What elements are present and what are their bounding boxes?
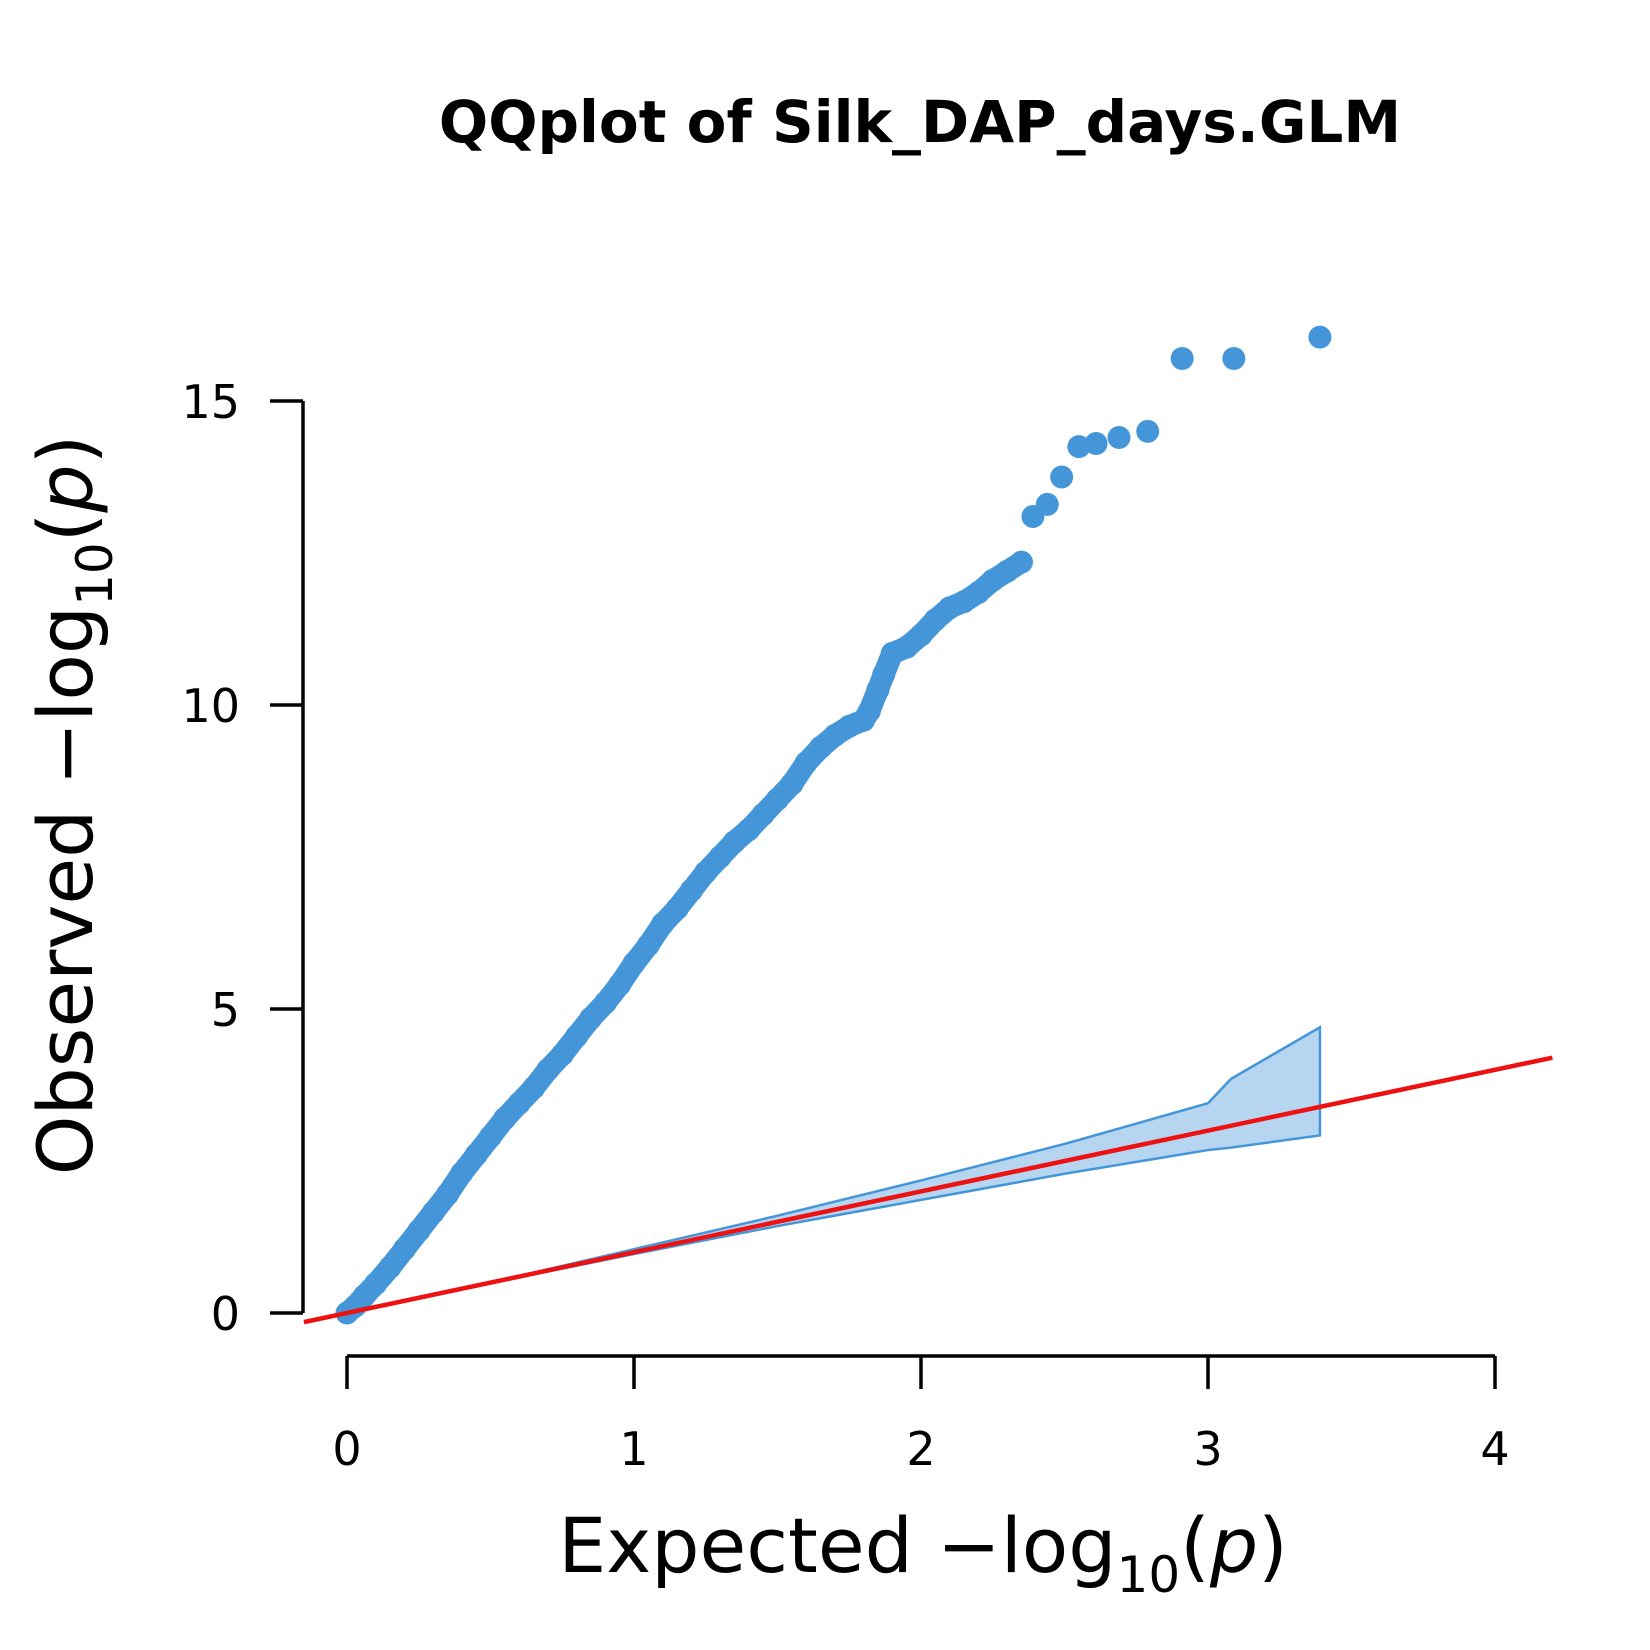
x-tick-label: 4 <box>1480 1422 1509 1476</box>
data-point <box>737 818 761 842</box>
x-axis-title-open: ( <box>1180 1501 1210 1590</box>
confidence-band <box>346 1025 1322 1315</box>
data-point <box>421 1201 445 1225</box>
chart-title: QQplot of Silk_DAP_days.GLM <box>439 88 1401 156</box>
y-axis-title-close: ) <box>21 435 110 465</box>
data-point <box>909 623 933 647</box>
x-axis-title-prefix: Expected <box>558 1501 937 1590</box>
y-axis-title-minus: − <box>21 722 110 786</box>
data-point <box>1050 465 1074 489</box>
x-axis-title-var: p <box>1209 1501 1258 1590</box>
x-axis-title-minus: − <box>937 1501 1001 1590</box>
data-point <box>857 699 881 723</box>
x-axis-title-log: log <box>1001 1501 1117 1590</box>
data-point <box>364 1272 388 1296</box>
data-point <box>392 1237 416 1261</box>
data-point <box>651 912 675 936</box>
data-point <box>435 1182 459 1206</box>
reference-line <box>303 1055 1553 1325</box>
data-point <box>766 787 789 811</box>
x-axis-title-sub: 10 <box>1117 1546 1181 1604</box>
data-point <box>407 1219 431 1243</box>
y-tick-label: 15 <box>181 375 240 429</box>
data-point <box>493 1106 517 1130</box>
data-point <box>780 772 804 796</box>
data-point <box>593 991 617 1015</box>
data-point <box>1170 346 1194 370</box>
y-axis-title-var: p <box>21 464 110 513</box>
x-tick-label: 3 <box>1193 1422 1222 1476</box>
y-axis: 0 5 10 15 <box>181 375 305 1341</box>
data-point <box>608 973 632 997</box>
data-point <box>694 860 718 884</box>
y-axis-title-sub: 10 <box>66 542 124 606</box>
x-tick-label: 2 <box>906 1422 935 1476</box>
y-axis-title-log: log <box>21 606 110 722</box>
data-point <box>522 1076 546 1100</box>
data-point <box>1136 419 1160 443</box>
data-point <box>1222 346 1246 370</box>
data-point <box>579 1006 603 1030</box>
data-point <box>622 951 646 975</box>
data-point <box>536 1058 560 1082</box>
data-point <box>1308 325 1332 349</box>
data-point <box>665 897 689 921</box>
y-axis-title-prefix: Observed <box>21 785 110 1175</box>
reference-line-y-equals-x <box>303 1055 1553 1325</box>
data-point <box>1067 435 1091 459</box>
data-point <box>550 1043 574 1067</box>
data-point <box>450 1161 474 1185</box>
y-tick-label: 10 <box>181 679 240 733</box>
data-point <box>507 1091 531 1115</box>
data-point <box>872 663 896 687</box>
data-point <box>636 933 660 957</box>
x-tick-label: 0 <box>332 1422 361 1476</box>
y-axis-title-open: ( <box>21 513 110 543</box>
data-point <box>679 878 703 902</box>
data-point <box>378 1255 402 1279</box>
data-point <box>479 1125 502 1149</box>
x-axis-title-close: ) <box>1258 1501 1288 1590</box>
data-point <box>708 845 732 869</box>
data-point <box>1009 550 1033 574</box>
data-point <box>1107 425 1131 449</box>
confidence-band-area <box>346 1025 1322 1315</box>
y-axis-title: Observed −log10(p) <box>21 435 124 1176</box>
data-point <box>464 1143 488 1167</box>
x-tick-label: 1 <box>619 1422 648 1476</box>
data-points <box>335 325 1332 1325</box>
y-tick-label: 0 <box>211 1287 240 1341</box>
x-axis: 0 1 2 3 4 <box>332 1354 1510 1476</box>
data-point <box>565 1024 589 1048</box>
data-point <box>1035 492 1059 516</box>
y-tick-label: 5 <box>211 983 240 1037</box>
x-axis-title: Expected −log10(p) <box>558 1501 1287 1604</box>
data-point <box>751 802 775 826</box>
data-point <box>1084 432 1108 456</box>
data-point <box>794 751 818 775</box>
